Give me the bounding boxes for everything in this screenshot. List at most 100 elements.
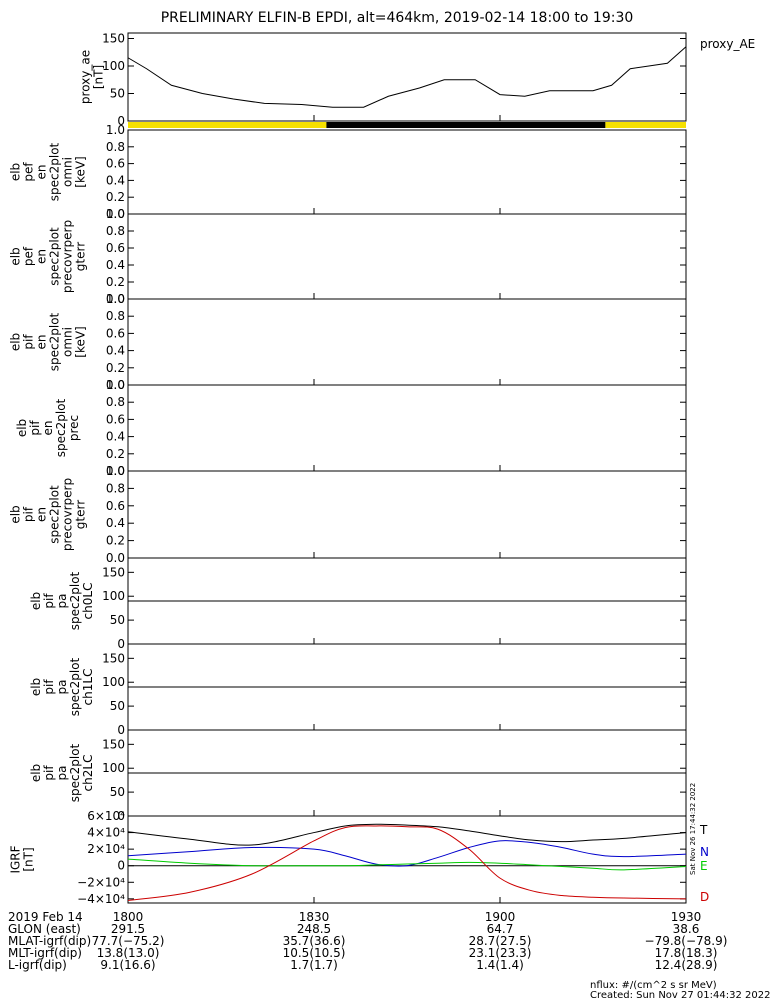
ytick-label: −4×10⁴	[77, 892, 125, 906]
ylabel-line: elb	[29, 764, 43, 782]
panel-grf: −4×10⁴ −2×10⁴ 0 2×10⁴ 4×10⁴ 6×10⁴ IGRF [nT]	[9, 809, 687, 906]
ytick-label: 100	[102, 675, 125, 689]
ytick-label: 0	[117, 723, 125, 737]
series-E	[127, 858, 687, 871]
ylabel-line: pa	[55, 594, 69, 609]
panel-frame	[127, 470, 687, 559]
row-value: 17.8(18.3)	[655, 946, 718, 960]
ylabel-line: prec	[67, 415, 81, 441]
row-label: MLT-igrf(dip)	[8, 946, 82, 960]
orbit-segment-black	[326, 122, 606, 128]
panel-p6: 0 50 100 150 elb pif pa spec2plot ch0LC	[29, 557, 687, 651]
row-value: −79.8(−78.9)	[645, 934, 728, 948]
ylabel-line: gterr	[74, 242, 88, 271]
ylabel-line: [keV]	[74, 326, 88, 357]
ylabel-line: spec2plot	[54, 398, 68, 457]
ytick-label: 0.4	[106, 173, 125, 187]
ytick-label: 4×10⁴	[87, 826, 125, 840]
ylabel-line: ch1LC	[81, 669, 95, 706]
panel-p3: 0.0 0.2 0.4 0.6 0.8 1.0 elb pif en spec2plot omni[…	[9, 292, 687, 392]
panel-ae: 0 50 100 150 proxy_ae [nT]	[79, 32, 687, 128]
ylabel-line: spec2plot	[48, 485, 62, 544]
row-value: 23.1(23.3)	[469, 946, 532, 960]
ytick-label: 0.0	[106, 292, 125, 306]
ylabel-line: gterr	[74, 500, 88, 529]
ytick-label: 0.4	[106, 344, 125, 358]
ytick-label: 150	[102, 32, 125, 46]
panels: 0 50 100 150 proxy_ae [nT] 0.0 0.2 0.4 0.6 0.8 1.0 e…	[9, 32, 687, 906]
ylabel-line: [nT]	[92, 65, 106, 89]
ytick-label: 1.0	[106, 378, 125, 392]
ytick-label: 100	[102, 59, 125, 73]
legend-D: D	[700, 890, 709, 904]
row-value: 28.7(27.5)	[469, 934, 532, 948]
row-value: 77.7(−75.2)	[92, 934, 165, 948]
ylabel-line: pef	[22, 162, 36, 182]
ytick-label: 1.0	[106, 464, 125, 478]
ytick-label: 0.8	[106, 309, 125, 323]
row-label: L-igrf(dip)	[8, 958, 67, 972]
legend-E: E	[700, 859, 708, 873]
orbit-segment-yellow	[605, 122, 686, 128]
ylabel-line: en	[35, 335, 49, 350]
ylabel-line: precovrperp	[61, 478, 75, 551]
row-value: 12.4(28.9)	[655, 958, 718, 972]
row-label: 2019 Feb 14	[8, 910, 83, 924]
ylabel-line: omni	[61, 157, 75, 187]
legend-N: N	[700, 845, 709, 859]
ylabel-line: spec2plot	[68, 743, 82, 802]
orbit-segment-yellow	[128, 122, 327, 128]
ytick-label: 0.4	[106, 430, 125, 444]
panel-frame	[127, 213, 687, 300]
ytick-label: 0.6	[106, 157, 125, 171]
ytick-label: 0.4	[106, 516, 125, 530]
ylabel-line: pif	[28, 420, 42, 436]
row-value: 35.7(36.6)	[283, 934, 346, 948]
row-value: 1800	[113, 910, 144, 924]
ylabel-line: elb	[9, 163, 23, 181]
ylabel-line: spec2plot	[48, 142, 62, 201]
ytick-label: 0.6	[106, 412, 125, 426]
ylabel-line: en	[35, 165, 49, 180]
ylabel-line: proxy_ae	[79, 50, 93, 104]
ytick-label: 0.2	[106, 361, 125, 375]
ytick-label: 6×10⁴	[87, 809, 125, 823]
ylabel-line: IGRF	[9, 845, 23, 873]
panel-p4: 0.0 0.2 0.4 0.6 0.8 1.0 elb pif en spec2plot prec	[15, 378, 687, 478]
series-D	[127, 825, 687, 902]
ylabel-line: elb	[29, 678, 43, 696]
row-label: MLAT-igrf(dip)	[8, 934, 91, 948]
ytick-label: 0	[117, 809, 125, 823]
ytick-label: 0	[117, 859, 125, 873]
ytick-label: 0.2	[106, 275, 125, 289]
panel-frame	[127, 815, 687, 904]
series-N	[127, 840, 687, 867]
ylabel-line: pif	[42, 679, 56, 695]
series-T	[127, 823, 687, 846]
ylabel-line: spec2plot	[68, 571, 82, 630]
ytick-label: 2×10⁴	[87, 842, 125, 856]
ylabel-line: en	[41, 421, 55, 436]
ylabel-line: spec2plot	[48, 312, 62, 371]
ylabel-line: pif	[42, 593, 56, 609]
ytick-label: 0.2	[106, 534, 125, 548]
ytick-label: 100	[102, 589, 125, 603]
ytick-label: 0.6	[106, 326, 125, 340]
ylabel-line: elb	[15, 419, 29, 437]
ytick-label: 50	[110, 785, 125, 799]
grf-legend: TNE D	[699, 823, 709, 904]
figure-title: PRELIMINARY ELFIN-B EPDI, alt=464km, 201…	[161, 10, 634, 26]
row-value: 291.5	[111, 922, 145, 936]
row-value: 9.1(16.6)	[100, 958, 155, 972]
footer-created: Created: Sun Nov 27 01:44:32 2022	[590, 990, 770, 1000]
ytick-label: 1.0	[106, 123, 125, 137]
ytick-label: 0.6	[106, 499, 125, 513]
panel-frame	[127, 129, 687, 215]
ylabel-line: [keV]	[74, 156, 88, 187]
ytick-label: 50	[110, 699, 125, 713]
row-value: 10.5(10.5)	[283, 946, 346, 960]
ytick-label: 1.0	[106, 292, 125, 306]
ytick-label: 50	[110, 613, 125, 627]
ytick-label: 0.8	[106, 224, 125, 238]
footer-units: nflux: #/(cm^2 s sr MeV)	[590, 980, 717, 991]
